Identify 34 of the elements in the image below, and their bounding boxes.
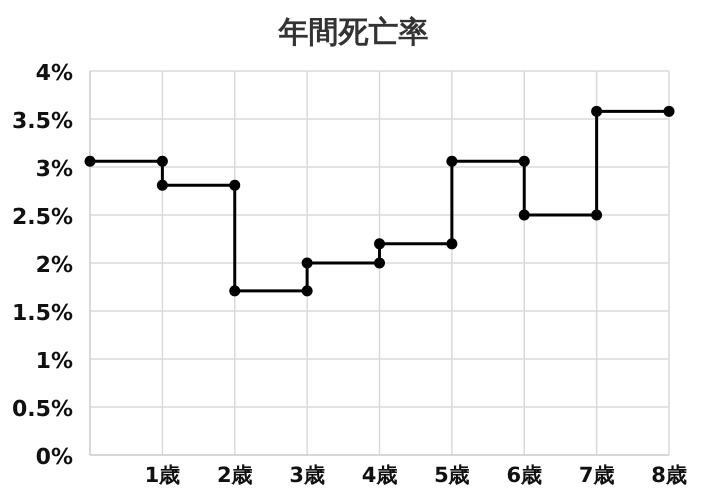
y-tick-label: 2% (36, 253, 73, 278)
chart-title: 年間死亡率 (278, 15, 428, 50)
point (229, 285, 240, 296)
point (518, 210, 530, 220)
point (374, 258, 385, 268)
y-tick-label: 2.5% (12, 205, 73, 230)
y-tick-label: 3.5% (12, 109, 73, 134)
point (84, 156, 96, 167)
y-tick-label: 3% (36, 157, 73, 182)
point (374, 238, 385, 250)
x-tick-label: 3歳 (289, 463, 325, 487)
point (156, 156, 168, 167)
x-tick-label: 5歳 (434, 463, 470, 487)
point (591, 106, 602, 117)
point (229, 180, 240, 191)
x-tick-label: 6歳 (506, 463, 542, 487)
point (302, 285, 313, 296)
x-tick-label: 1歳 (144, 463, 180, 487)
point (446, 156, 458, 167)
point (156, 180, 168, 191)
point (664, 106, 674, 117)
y-tick-label: 4% (36, 61, 73, 86)
x-tick-label: 7歳 (578, 463, 614, 487)
point (518, 156, 530, 167)
y-tick-label: 0% (36, 445, 73, 470)
x-tick-label: 2歳 (216, 463, 253, 487)
x-tick-label: 8歳 (651, 463, 687, 487)
x-tick-label: 4歳 (362, 463, 398, 487)
y-tick-label: 0.5% (12, 397, 73, 422)
point (446, 238, 458, 250)
point (591, 210, 602, 220)
point (302, 258, 313, 268)
y-tick-label: 1% (36, 349, 73, 374)
y-tick-label: 1.5% (12, 301, 73, 326)
